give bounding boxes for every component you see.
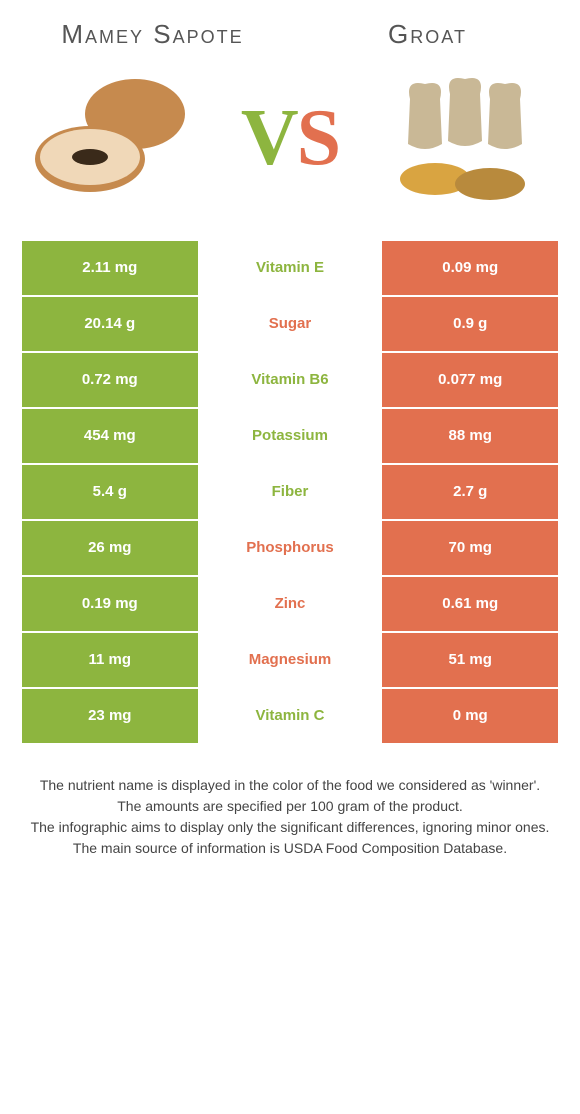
right-value-cell: 70 mg: [382, 521, 558, 575]
right-value-cell: 0.9 g: [382, 297, 558, 351]
right-food-image: [380, 69, 550, 209]
nutrient-name-cell: Vitamin E: [200, 241, 381, 295]
nutrient-row: 26 mgPhosphorus70 mg: [22, 521, 558, 575]
left-food-title: Mamey Sapote: [40, 20, 265, 49]
nutrient-row: 2.11 mgVitamin E0.09 mg: [22, 241, 558, 295]
nutrient-row: 23 mgVitamin C0 mg: [22, 689, 558, 743]
vs-v: V: [241, 94, 297, 182]
left-value-cell: 2.11 mg: [22, 241, 198, 295]
footer-line-1: The nutrient name is displayed in the co…: [20, 775, 560, 796]
right-value-cell: 2.7 g: [382, 465, 558, 519]
right-value-cell: 0.077 mg: [382, 353, 558, 407]
nutrient-row: 454 mgPotassium88 mg: [22, 409, 558, 463]
footer-notes: The nutrient name is displayed in the co…: [0, 745, 580, 879]
nutrient-name-cell: Fiber: [200, 465, 381, 519]
left-value-cell: 0.72 mg: [22, 353, 198, 407]
vs-label: VS: [241, 93, 339, 184]
nutrient-name-cell: Potassium: [200, 409, 381, 463]
nutrient-table: 2.11 mgVitamin E0.09 mg20.14 gSugar0.9 g…: [20, 239, 560, 745]
left-value-cell: 20.14 g: [22, 297, 198, 351]
right-value-cell: 0.09 mg: [382, 241, 558, 295]
nutrient-row: 5.4 gFiber2.7 g: [22, 465, 558, 519]
footer-line-4: The main source of information is USDA F…: [20, 838, 560, 859]
nutrient-row: 20.14 gSugar0.9 g: [22, 297, 558, 351]
left-value-cell: 454 mg: [22, 409, 198, 463]
left-value-cell: 23 mg: [22, 689, 198, 743]
right-value-cell: 0.61 mg: [382, 577, 558, 631]
left-food-image: [30, 69, 200, 209]
nutrient-name-cell: Magnesium: [200, 633, 381, 687]
right-food-title: Groat: [315, 20, 540, 49]
nutrient-name-cell: Vitamin C: [200, 689, 381, 743]
nutrient-name-cell: Sugar: [200, 297, 381, 351]
nutrient-row: 0.72 mgVitamin B60.077 mg: [22, 353, 558, 407]
right-value-cell: 0 mg: [382, 689, 558, 743]
footer-line-3: The infographic aims to display only the…: [20, 817, 560, 838]
vs-s: S: [297, 94, 340, 182]
right-value-cell: 88 mg: [382, 409, 558, 463]
left-value-cell: 0.19 mg: [22, 577, 198, 631]
left-value-cell: 5.4 g: [22, 465, 198, 519]
nutrient-name-cell: Zinc: [200, 577, 381, 631]
footer-line-2: The amounts are specified per 100 gram o…: [20, 796, 560, 817]
nutrient-name-cell: Vitamin B6: [200, 353, 381, 407]
nutrient-row: 0.19 mgZinc0.61 mg: [22, 577, 558, 631]
left-value-cell: 26 mg: [22, 521, 198, 575]
right-value-cell: 51 mg: [382, 633, 558, 687]
nutrient-name-cell: Phosphorus: [200, 521, 381, 575]
nutrient-row: 11 mgMagnesium51 mg: [22, 633, 558, 687]
image-row: VS: [0, 59, 580, 239]
left-value-cell: 11 mg: [22, 633, 198, 687]
header: Mamey Sapote Groat: [0, 0, 580, 59]
